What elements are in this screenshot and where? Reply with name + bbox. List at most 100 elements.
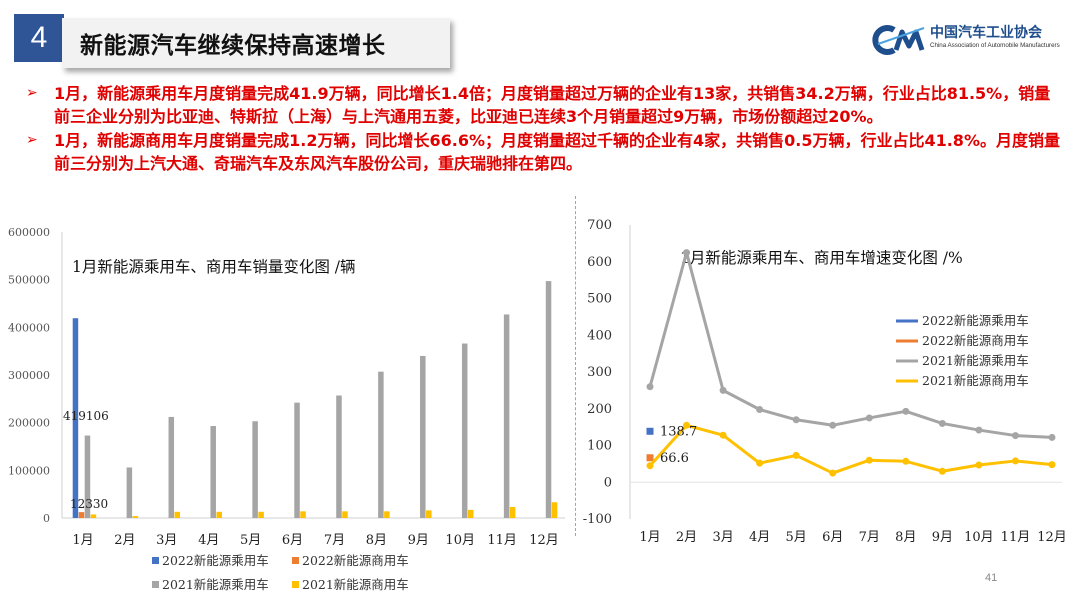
point-3-3 [719, 386, 727, 394]
point-1-1 [646, 427, 654, 435]
logo-english-name: China Association of Automobile Manufact… [930, 42, 1060, 49]
point-3-8 [902, 407, 910, 415]
y-tick-label: 500 [587, 292, 612, 307]
point-3-7 [865, 414, 873, 422]
page-number: 41 [985, 572, 998, 584]
y-tick-label: 700 [587, 218, 612, 233]
bar-4-2 [132, 516, 139, 518]
point-3-6 [829, 421, 837, 429]
data-label: 66.6 [660, 451, 689, 466]
page-title: 新能源汽车继续保持高速增长 [80, 33, 386, 59]
x-tick-label: 8月 [366, 533, 387, 548]
bar-4-5 [258, 511, 264, 518]
x-tick-label: 3月 [156, 533, 177, 548]
bar-3-5 [252, 421, 258, 518]
bar-3-6 [294, 402, 300, 518]
x-tick-label: 9月 [932, 530, 953, 545]
y-tick-label: 300 [587, 365, 612, 380]
bar-4-3 [174, 511, 181, 518]
bullet-list: ➢ 1月，新能源乘用车月度销量完成41.9万辆，同比增长1.4倍；月度销量超过万… [22, 82, 1062, 175]
legend-label: 2021新能源乘用车 [922, 353, 1029, 368]
x-tick-label: 2月 [114, 533, 135, 548]
x-tick-label: 9月 [408, 533, 429, 548]
bar-4-6 [300, 511, 306, 518]
x-tick-label: 11月 [487, 533, 517, 548]
arrow-bullet-icon: ➢ [26, 132, 38, 148]
point-4-3 [719, 431, 727, 439]
y-tick-label: -100 [583, 512, 612, 527]
y-tick-label: 100000 [8, 464, 50, 477]
point-3-5 [792, 416, 800, 424]
y-tick-label: 100 [587, 439, 612, 454]
x-tick-label: 7月 [859, 530, 880, 545]
x-tick-label: 8月 [895, 530, 916, 545]
point-3-9 [938, 419, 946, 427]
data-label: 12330 [70, 497, 108, 511]
point-4-4 [756, 459, 764, 467]
x-tick-label: 11月 [1001, 530, 1031, 545]
x-tick-label: 2月 [676, 530, 697, 545]
data-label: 138.7 [660, 424, 697, 439]
logo-chinese-name: 中国汽车工业协会 [930, 25, 1042, 41]
y-tick-label: 0 [43, 512, 50, 525]
point-3-1 [646, 383, 654, 391]
bar-4-7 [342, 511, 348, 518]
bullet-item: ➢ 1月，新能源乘用车月度销量完成41.9万辆，同比增长1.4倍；月度销量超过万… [22, 82, 1062, 128]
x-tick-label: 7月 [324, 533, 345, 548]
bar-1-1 [72, 318, 79, 518]
chart-divider [575, 196, 576, 536]
point-4-5 [792, 451, 800, 459]
series-line-3 [648, 251, 1053, 439]
bar-3-11 [503, 314, 510, 518]
bar-3-2 [126, 467, 133, 518]
title-box: 新能源汽车继续保持高速增长 [62, 18, 450, 68]
point-3-4 [756, 405, 764, 413]
point-4-10 [975, 461, 983, 469]
y-tick-label: 200000 [8, 417, 50, 430]
bar-3-9 [420, 355, 426, 518]
point-4-7 [865, 456, 873, 464]
growth-line-chart: -100 0 100 200 300 400 500 600 700 1月 2月 3月 4月 5月 6月 7月… [583, 218, 1067, 545]
bullet-text: 1月，新能源乘用车月度销量完成41.9万辆，同比增长1.4倍；月度销量超过万辆的… [54, 84, 1051, 126]
y-tick-label: 500000 [8, 274, 50, 287]
y-tick-label: 600000 [8, 226, 50, 239]
bar-3-8 [378, 371, 384, 518]
series-line-4 [648, 423, 1053, 475]
legend-label: 2021新能源商用车 [302, 577, 409, 592]
legend-swatch [152, 581, 159, 588]
sales-chart-title: 1月新能源乘用车、商用车销量变化图 /辆 [72, 258, 356, 276]
x-tick-label: 1月 [639, 530, 660, 545]
bar-4-12 [551, 502, 558, 518]
x-tick-label: 5月 [240, 533, 261, 548]
point-4-12 [1048, 461, 1056, 469]
x-tick-label: 10月 [445, 533, 475, 548]
x-tick-label: 6月 [282, 533, 303, 548]
x-tick-label: 4月 [749, 530, 770, 545]
section-number: 4 [14, 14, 64, 62]
point-4-2 [683, 421, 691, 429]
x-tick-label: 12月 [529, 533, 559, 548]
x-tick-label: 12月 [1037, 530, 1067, 545]
x-tick-label: 1月 [72, 533, 93, 548]
point-4-9 [938, 467, 946, 475]
point-3-11 [1011, 432, 1019, 440]
y-tick-label: 200 [587, 402, 612, 417]
growth-chart-title: 1月新能源乘用车、商用车增速变化图 /% [680, 249, 963, 267]
bar-4-4 [216, 511, 222, 518]
bar-4-10 [467, 509, 474, 518]
legend-label: 2021新能源乘用车 [162, 577, 269, 592]
x-tick-label: 6月 [822, 530, 843, 545]
bar-4-9 [426, 510, 432, 518]
bar-3-3 [168, 416, 175, 518]
legend-label: 2021新能源商用车 [922, 373, 1029, 388]
legend-label: 2022新能源乘用车 [162, 553, 269, 568]
point-3-10 [975, 426, 983, 434]
caam-logo-icon [872, 25, 925, 55]
legend-swatch [292, 557, 299, 564]
sales-bar-chart: 0 100000 200000 300000 400000 500000 600000 1月 2… [8, 226, 565, 592]
legend-swatch [292, 581, 299, 588]
bullet-text: 1月，新能源商用车月度销量完成1.2万辆，同比增长66.6%；月度销量超过千辆的… [54, 131, 1060, 173]
y-tick-label: 300000 [8, 369, 50, 382]
bar-4-1 [90, 514, 97, 518]
bar-3-12 [545, 281, 552, 518]
